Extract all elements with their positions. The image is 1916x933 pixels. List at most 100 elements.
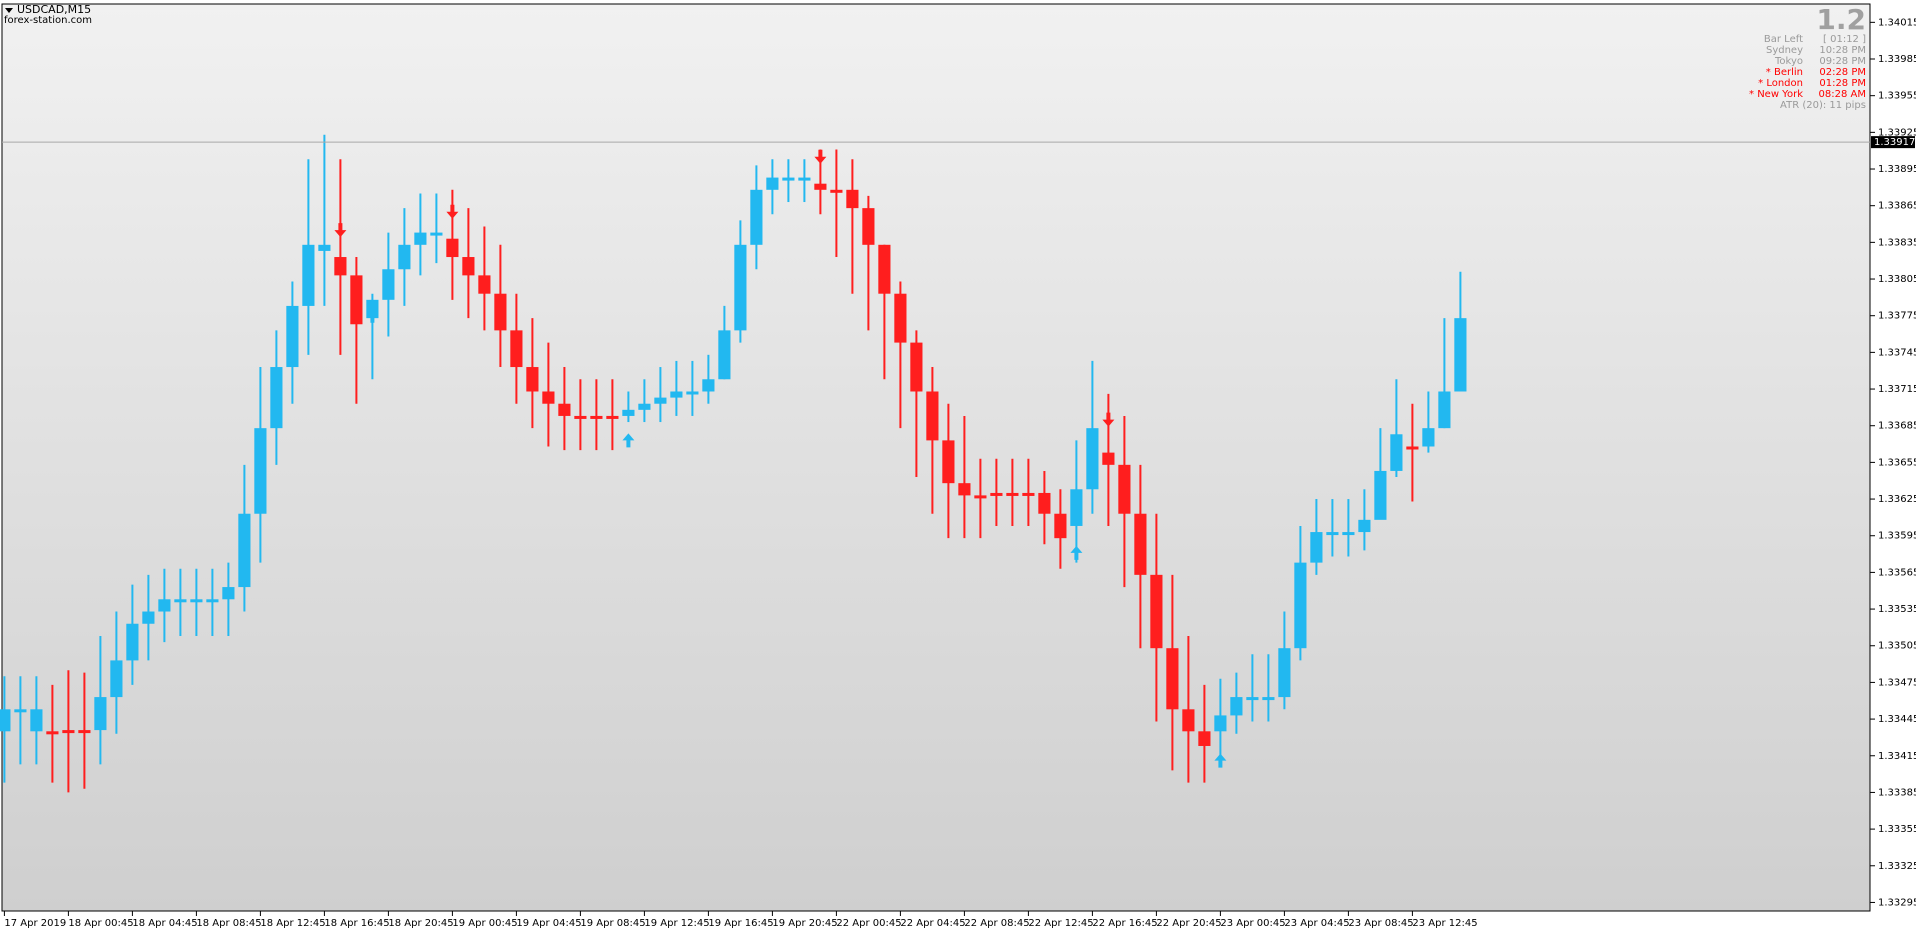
x-tick-label: 22 Apr 20:45 [1156,918,1221,929]
candle-body [670,391,683,398]
buy-arrow [1214,753,1227,768]
info-value: 10:28 PM [1819,45,1866,56]
candle-body [526,367,539,392]
candle-body [782,177,795,181]
candle-body [574,415,587,419]
y-tick-label: 1.33685 [1878,421,1916,432]
candle-body [862,208,875,245]
sell-arrow [814,149,827,164]
y-tick-label: 1.33325 [1878,861,1916,872]
info-value: 02:28 PM [1819,67,1866,78]
y-tick-label: 1.34015 [1878,17,1916,28]
y-tick-label: 1.33745 [1878,347,1916,358]
y-tick-label: 1.33355 [1878,824,1916,835]
candle-body [1326,532,1339,536]
candle-body [702,379,715,392]
info-value: 01:28 PM [1819,78,1866,89]
y-tick-label: 1.33595 [1878,531,1916,542]
candle-body [1102,452,1115,465]
candle-body [750,189,763,245]
price-label-box [1871,136,1915,149]
y-tick-label: 1.33835 [1878,237,1916,248]
candle-body [910,342,923,392]
candle-body [878,244,891,294]
x-tick-label: 19 Apr 04:45 [516,918,581,929]
y-tick-label: 1.33955 [1878,91,1916,102]
candle-body [958,483,971,496]
info-label: Sydney [1766,45,1803,56]
candle-body [766,177,779,190]
candle-body [78,730,91,734]
info-label: Tokyo [1774,56,1803,67]
candle-body [206,599,219,603]
candle-body [830,189,843,193]
candle-body [846,189,859,209]
y-tick-label: 1.33565 [1878,567,1916,578]
candle-body [494,293,507,331]
candle-body [446,238,459,258]
candle-body [1406,446,1419,450]
candle-body [190,599,203,603]
y-tick-label: 1.33715 [1878,384,1916,395]
candle-body [1246,697,1259,701]
buy-arrow [1070,545,1083,560]
info-value: [ 01:12 ] [1823,34,1866,45]
candle-body [0,709,11,732]
menu-triangle[interactable] [5,8,13,13]
x-tick-label: 22 Apr 16:45 [1092,918,1157,929]
candle-body [478,275,491,294]
candle-body [430,232,443,236]
candle-body [222,587,235,600]
price-label: 1.33917 [1874,137,1915,148]
info-atr: ATR (20): 11 pips [1780,100,1866,111]
candle-body [1342,532,1355,536]
y-tick-label: 1.33535 [1878,604,1916,615]
candle-body [1022,492,1035,496]
candle-body [158,599,171,612]
x-tick-label: 22 Apr 08:45 [964,918,1029,929]
y-tick-label: 1.33895 [1878,164,1916,175]
candle-body [462,257,475,276]
candle-body [942,440,955,484]
chart-subtitle: forex-station.com [4,15,92,26]
y-tick-label: 1.33385 [1878,787,1916,798]
candle-body [590,415,603,419]
candle-body [1278,648,1291,698]
candle-body [1310,532,1323,563]
candle-body [1374,470,1387,520]
candle-body [1230,697,1243,716]
candle-body [622,409,635,416]
candle-body [14,709,27,713]
info-label: * New York [1749,89,1803,100]
y-tick-label: 1.33805 [1878,274,1916,285]
y-tick-label: 1.33775 [1878,311,1916,322]
x-tick-label: 23 Apr 08:45 [1348,918,1413,929]
candle-body [686,391,699,395]
info-label: * London [1758,78,1803,89]
candle-body [46,731,59,735]
x-tick-label: 18 Apr 08:45 [196,918,261,929]
y-tick-label: 1.33625 [1878,494,1916,505]
buy-arrow [622,433,635,448]
candle-body [142,611,155,624]
x-tick-label: 18 Apr 00:45 [68,918,133,929]
y-tick-label: 1.33415 [1878,751,1916,762]
plot-area [1,3,1871,912]
candle-body [1454,318,1467,392]
candle-body [654,397,667,404]
x-tick-label: 18 Apr 04:45 [132,918,197,929]
candle-body [1150,574,1163,649]
y-tick-label: 1.33865 [1878,201,1916,212]
candle-body [286,305,299,368]
candle-body [606,415,619,419]
candle-body [510,330,523,368]
candle-body [1438,391,1451,429]
candle-body [270,367,283,429]
x-tick-label: 19 Apr 08:45 [580,918,645,929]
candle-body [382,269,395,300]
candle-body [1118,464,1131,514]
x-tick-label: 22 Apr 12:45 [1028,918,1093,929]
candle-body [1294,562,1307,649]
